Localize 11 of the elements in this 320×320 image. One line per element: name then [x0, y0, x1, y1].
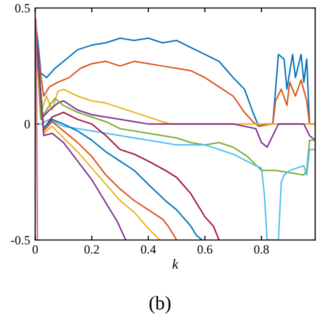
y-tick-label: -0.5	[11, 236, 30, 245]
y-tick-label: 0	[24, 120, 30, 128]
x-axis-title: k	[172, 258, 178, 269]
x-tick-label: 0	[32, 245, 38, 254]
line-series	[40, 118, 316, 240]
x-tick-label: 0.6	[198, 245, 212, 254]
x-tick-label: 0.4	[140, 245, 156, 254]
y-tick-label: 0.5	[15, 4, 30, 13]
text: (b)	[150, 296, 170, 314]
x-tick-label: 0.8	[254, 245, 269, 254]
x-tick-label: 0.2	[84, 245, 99, 254]
